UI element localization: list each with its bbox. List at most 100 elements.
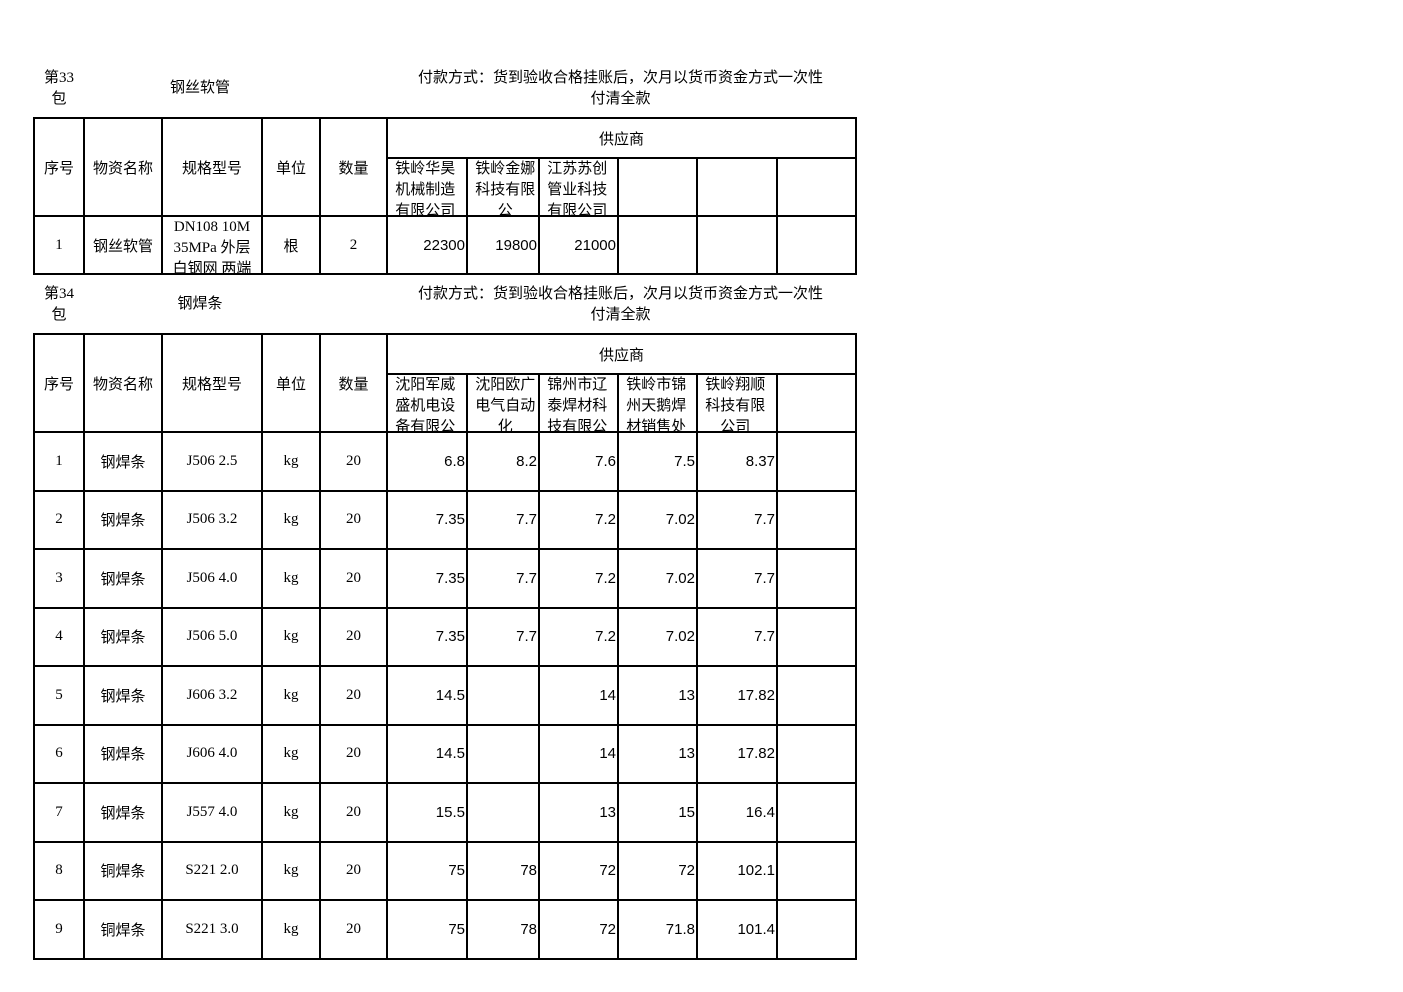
supplier-name-text <box>783 376 848 430</box>
cell-seq: 8 <box>33 840 85 901</box>
cell-spec-text: S221 3.0 <box>185 920 239 937</box>
cell-seq: 9 <box>33 899 85 960</box>
cell-price <box>776 782 857 843</box>
cell-price: 22300 <box>386 215 468 275</box>
cell-price <box>776 215 857 275</box>
cell-unit: kg <box>261 431 321 492</box>
header-row: 序号 物资名称 规格型号 单位 数量 供应商 <box>33 117 857 217</box>
header-spec: 规格型号 <box>161 333 263 433</box>
cell-price: 8.37 <box>696 431 778 492</box>
cell-price <box>776 606 857 667</box>
cell-price <box>696 215 778 275</box>
table-row: 1 钢丝软管 DN108 10M 35MPa 外层白钢网 两端根 2 22300 1980… <box>33 215 857 275</box>
supplier-name-text: 沈阳欧广电气自动化 <box>475 377 536 431</box>
cell-price: 7.35 <box>386 489 468 550</box>
payment-terms: 付款方式：货到验收合格挂账后，次月以货币资金方式一次性 付清全款 <box>386 284 855 326</box>
supplier-name: 铁岭华昊机械制造有限公司 <box>386 157 468 217</box>
cell-price: 21000 <box>538 215 619 275</box>
cell-seq: 4 <box>33 606 85 667</box>
cell-price <box>776 489 857 550</box>
payment-terms-line2: 付清全款 <box>590 91 651 107</box>
cell-qty: 20 <box>319 782 388 843</box>
cell-price: 72 <box>617 840 698 901</box>
package-number-line1: 第33 <box>43 70 74 86</box>
header-seq: 序号 <box>33 117 85 217</box>
cell-price: 7.02 <box>617 548 698 609</box>
table-row: 7 钢焊条 J557 4.0 kg 20 15.5 13 15 16.4 <box>33 782 857 843</box>
cell-price: 75 <box>386 840 468 901</box>
cell-qty: 20 <box>319 606 388 667</box>
supplier-name-text <box>783 160 848 214</box>
cell-unit: kg <box>261 548 321 609</box>
cell-price: 16.4 <box>696 782 778 843</box>
cell-price: 15 <box>617 782 698 843</box>
table-row: 3 钢焊条 J506 4.0 kg 20 7.35 7.7 7.2 7.02 7.7 <box>33 548 857 609</box>
cell-spec: DN108 10M 35MPa 外层白钢网 两端 <box>161 215 263 275</box>
cell-unit: kg <box>261 899 321 960</box>
cell-price: 71.8 <box>617 899 698 960</box>
cell-name: 铜焊条 <box>83 899 163 960</box>
cell-unit: kg <box>261 665 321 726</box>
cell-price <box>776 899 857 960</box>
supplier-name <box>776 373 857 433</box>
cell-price <box>776 840 857 901</box>
supplier-name: 铁岭市锦州天鹅焊材销售处 <box>617 373 698 433</box>
cell-seq: 5 <box>33 665 85 726</box>
cell-price: 7.2 <box>538 489 619 550</box>
cell-price: 7.7 <box>696 489 778 550</box>
cell-price: 13 <box>617 665 698 726</box>
cell-name: 钢焊条 <box>83 489 163 550</box>
cell-qty: 20 <box>319 665 388 726</box>
supplier-name-text: 沈阳军威盛机电设备有限公 <box>395 377 456 431</box>
table-row: 2 钢焊条 J506 3.2 kg 20 7.35 7.7 7.2 7.02 7.7 <box>33 489 857 550</box>
cell-spec: S221 2.0 <box>161 840 263 901</box>
cell-price: 8.2 <box>466 431 540 492</box>
cell-price <box>617 215 698 275</box>
package-number-line2: 包 <box>51 307 67 323</box>
supplier-name: 沈阳军威盛机电设备有限公 <box>386 373 468 433</box>
cell-price: 101.4 <box>696 899 778 960</box>
cell-unit: kg <box>261 489 321 550</box>
cell-price <box>776 431 857 492</box>
header-spec: 规格型号 <box>161 117 263 217</box>
package-title: 钢丝软管 <box>169 80 230 96</box>
supplier-name-text <box>624 160 689 214</box>
package-title: 钢焊条 <box>177 296 223 312</box>
cell-price <box>776 723 857 784</box>
header-qty: 数量 <box>319 333 388 433</box>
cell-spec-text: J506 3.2 <box>186 511 238 528</box>
table-row: 1 钢焊条 J506 2.5 kg 20 6.8 8.2 7.6 7.5 8.37 <box>33 431 857 492</box>
cell-price: 72 <box>538 899 619 960</box>
cell-name: 钢焊条 <box>83 723 163 784</box>
quotation-table: 序号 物资名称 规格型号 单位 数量 供应商 铁岭华昊机械制造有限公司 铁岭金娜科技有限公 江苏… <box>33 117 857 275</box>
cell-qty: 20 <box>319 431 388 492</box>
cell-price: 7.7 <box>466 548 540 609</box>
cell-name: 铜焊条 <box>83 840 163 901</box>
header-seq: 序号 <box>33 333 85 433</box>
header-name: 物资名称 <box>83 333 163 433</box>
package-number: 第34 包 <box>42 284 76 326</box>
cell-name: 钢丝软管 <box>83 215 163 275</box>
cell-seq: 6 <box>33 723 85 784</box>
header-row: 序号 物资名称 规格型号 单位 数量 供应商 <box>33 333 857 433</box>
table-row: 4 钢焊条 J506 5.0 kg 20 7.35 7.7 7.2 7.02 7.7 <box>33 606 857 667</box>
payment-terms-line2: 付清全款 <box>590 307 651 323</box>
supplier-name-text: 锦州市辽泰焊材科技有限公 <box>547 377 608 431</box>
cell-qty: 20 <box>319 840 388 901</box>
cell-seq: 1 <box>33 215 85 275</box>
cell-price <box>466 723 540 784</box>
cell-price: 78 <box>466 899 540 960</box>
cell-spec: J506 4.0 <box>161 548 263 609</box>
cell-spec-text: DN108 10M 35MPa 外层白钢网 两端 <box>172 219 252 273</box>
cell-price: 7.7 <box>696 606 778 667</box>
table-row: 6 钢焊条 J606 4.0 kg 20 14.5 14 13 17.82 <box>33 723 857 784</box>
payment-terms: 付款方式：货到验收合格挂账后，次月以货币资金方式一次性 付清全款 <box>386 68 855 110</box>
supplier-name-text: 江苏苏创管业科技有限公司 <box>547 161 608 215</box>
supplier-name-text <box>703 160 768 214</box>
cell-price: 6.8 <box>386 431 468 492</box>
cell-qty: 20 <box>319 548 388 609</box>
package-number-line1: 第34 <box>43 286 74 302</box>
cell-name: 钢焊条 <box>83 431 163 492</box>
payment-terms-line1: 付款方式：货到验收合格挂账后，次月以货币资金方式一次性 <box>417 286 823 302</box>
quotation-table: 序号 物资名称 规格型号 单位 数量 供应商 沈阳军威盛机电设备有限公 沈阳欧广电气自动化 锦州… <box>33 333 857 960</box>
